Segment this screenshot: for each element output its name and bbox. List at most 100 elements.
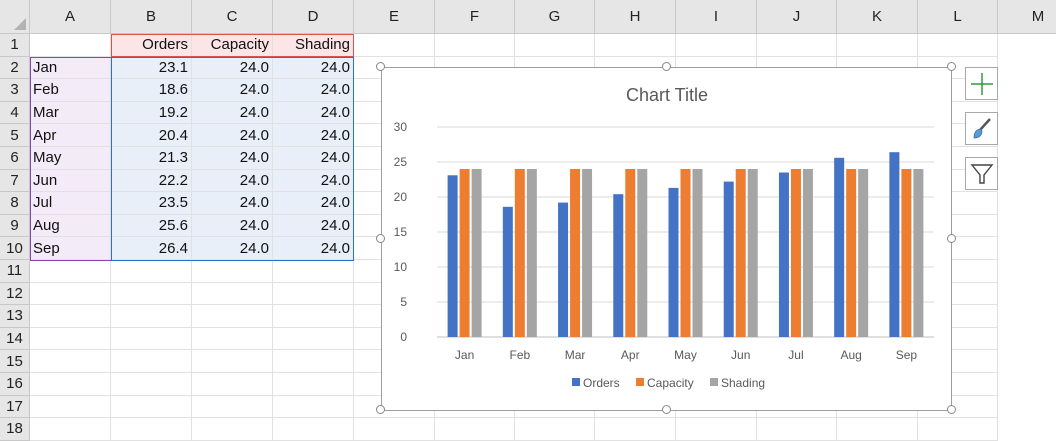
resize-handle-top-right[interactable] xyxy=(947,62,956,71)
bar-shading-jun[interactable] xyxy=(747,169,758,337)
cell-d8[interactable]: 24.0 xyxy=(273,192,354,215)
cell-d13[interactable] xyxy=(273,305,354,328)
cell-a18[interactable] xyxy=(30,418,111,441)
chart-elements-button[interactable] xyxy=(965,67,998,100)
cell-l15[interactable] xyxy=(918,350,998,373)
cell-a3[interactable]: Feb xyxy=(30,79,111,102)
cell-j18[interactable] xyxy=(757,418,837,441)
row-header-2[interactable]: 2 xyxy=(0,56,30,80)
cell-a8[interactable]: Jul xyxy=(30,192,111,215)
cell-g1[interactable] xyxy=(515,34,595,57)
cell-b13[interactable] xyxy=(111,305,192,328)
cell-a1[interactable] xyxy=(30,34,111,57)
cell-g18[interactable] xyxy=(515,418,595,441)
legend-label-shading[interactable]: Shading xyxy=(721,376,765,390)
cell-a11[interactable] xyxy=(30,260,111,283)
cell-c15[interactable] xyxy=(192,350,273,373)
resize-handle-top[interactable] xyxy=(662,62,671,71)
cell-l11[interactable] xyxy=(918,260,998,283)
cell-b10[interactable]: 26.4 xyxy=(111,237,192,260)
bar-capacity-mar[interactable] xyxy=(570,169,581,337)
cell-i1[interactable] xyxy=(676,34,757,57)
column-header-h[interactable]: H xyxy=(595,0,676,34)
cell-b3[interactable]: 18.6 xyxy=(111,79,192,102)
cell-a9[interactable]: Aug xyxy=(30,214,111,238)
cell-b5[interactable]: 20.4 xyxy=(111,124,192,147)
cell-d7[interactable]: 24.0 xyxy=(273,169,354,193)
cell-b15[interactable] xyxy=(111,350,192,373)
bar-shading-sep[interactable] xyxy=(913,169,924,337)
bar-capacity-feb[interactable] xyxy=(514,169,525,337)
row-header-14[interactable]: 14 xyxy=(0,327,30,351)
cell-b7[interactable]: 22.2 xyxy=(111,169,192,193)
cell-l8[interactable] xyxy=(918,192,998,215)
cell-b11[interactable] xyxy=(111,260,192,283)
cell-c10[interactable]: 24.0 xyxy=(192,237,273,260)
cell-d5[interactable]: 24.0 xyxy=(273,124,354,147)
cell-d15[interactable] xyxy=(273,350,354,373)
cell-a13[interactable] xyxy=(30,305,111,328)
cell-d16[interactable] xyxy=(273,373,354,396)
row-header-16[interactable]: 16 xyxy=(0,373,30,396)
cell-a16[interactable] xyxy=(30,373,111,396)
cell-c8[interactable]: 24.0 xyxy=(192,192,273,215)
cell-d2[interactable]: 24.0 xyxy=(273,56,354,80)
cell-d14[interactable] xyxy=(273,327,354,351)
cell-h1[interactable] xyxy=(595,34,676,57)
cell-c4[interactable]: 24.0 xyxy=(192,101,273,125)
row-header-12[interactable]: 12 xyxy=(0,282,30,306)
cell-a4[interactable]: Mar xyxy=(30,101,111,125)
cell-d18[interactable] xyxy=(273,418,354,441)
cell-l14[interactable] xyxy=(918,327,998,351)
row-header-5[interactable]: 5 xyxy=(0,124,30,147)
column-chart[interactable]: Chart Title 0 5 10 15 20 25 30 Jan Feb Mar Apr May… xyxy=(382,68,951,410)
cell-b18[interactable] xyxy=(111,418,192,441)
cell-d4[interactable]: 24.0 xyxy=(273,101,354,125)
cell-k1[interactable] xyxy=(837,34,918,57)
row-header-15[interactable]: 15 xyxy=(0,350,30,373)
select-all-corner[interactable] xyxy=(0,0,30,34)
cell-b4[interactable]: 19.2 xyxy=(111,101,192,125)
row-header-1[interactable]: 1 xyxy=(0,34,30,57)
cell-d11[interactable] xyxy=(273,260,354,283)
bar-capacity-jul[interactable] xyxy=(790,169,801,337)
resize-handle-right[interactable] xyxy=(947,234,956,243)
cell-b1[interactable]: Orders xyxy=(111,34,192,57)
cell-c16[interactable] xyxy=(192,373,273,396)
column-header-a[interactable]: A xyxy=(30,0,111,34)
column-header-g[interactable]: G xyxy=(515,0,595,34)
cell-a12[interactable] xyxy=(30,282,111,306)
cell-f18[interactable] xyxy=(435,418,515,441)
row-header-7[interactable]: 7 xyxy=(0,169,30,193)
cell-a2[interactable]: Jan xyxy=(30,56,111,80)
cell-c17[interactable] xyxy=(192,395,273,419)
cell-e1[interactable] xyxy=(354,34,435,57)
bar-capacity-may[interactable] xyxy=(680,169,691,337)
cell-d1[interactable]: Shading xyxy=(273,34,354,57)
cell-j1[interactable] xyxy=(757,34,837,57)
bar-orders-feb[interactable] xyxy=(502,206,513,337)
bar-shading-feb[interactable] xyxy=(526,169,537,337)
resize-handle-bottom[interactable] xyxy=(662,405,671,414)
cell-b2[interactable]: 23.1 xyxy=(111,56,192,80)
bar-capacity-sep[interactable] xyxy=(901,169,912,337)
bar-capacity-jan[interactable] xyxy=(459,169,470,337)
cell-f1[interactable] xyxy=(435,34,515,57)
row-header-13[interactable]: 13 xyxy=(0,305,30,328)
cell-d6[interactable]: 24.0 xyxy=(273,147,354,170)
row-header-10[interactable]: 10 xyxy=(0,237,30,260)
chart-area[interactable]: Chart Title 0 5 10 15 20 25 30 Jan Feb Mar Apr May… xyxy=(381,67,952,411)
column-header-j[interactable]: J xyxy=(757,0,837,34)
cell-b6[interactable]: 21.3 xyxy=(111,147,192,170)
bar-orders-jul[interactable] xyxy=(778,172,789,338)
cell-l16[interactable] xyxy=(918,373,998,396)
resize-handle-bottom-right[interactable] xyxy=(947,405,956,414)
bar-shading-may[interactable] xyxy=(692,169,703,337)
cell-l10[interactable] xyxy=(918,237,998,260)
resize-handle-bottom-left[interactable] xyxy=(376,405,385,414)
column-header-c[interactable]: C xyxy=(192,0,273,34)
cell-b17[interactable] xyxy=(111,395,192,419)
cell-l13[interactable] xyxy=(918,305,998,328)
cell-a14[interactable] xyxy=(30,327,111,351)
bar-shading-mar[interactable] xyxy=(582,169,593,337)
